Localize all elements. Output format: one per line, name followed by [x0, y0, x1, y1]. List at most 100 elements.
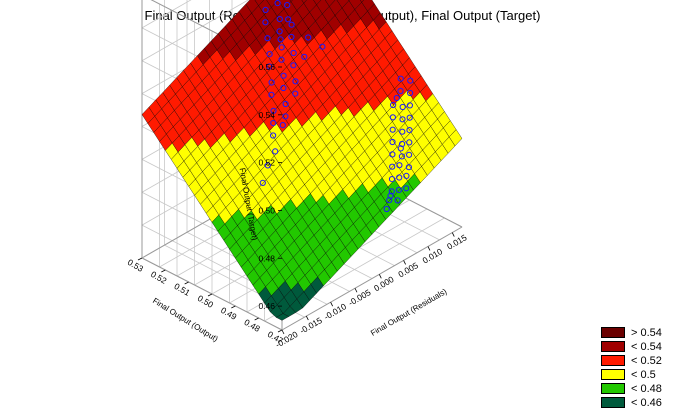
data-point [394, 197, 401, 204]
data-point [389, 114, 396, 121]
data-points [259, 0, 414, 213]
data-point [264, 35, 271, 42]
data-point [397, 75, 404, 82]
data-point [399, 103, 406, 111]
data-point [389, 138, 396, 146]
data-point [389, 151, 396, 158]
data-point [319, 43, 326, 50]
x-tick-label: -0.005 [347, 287, 373, 308]
legend-item: < 0.52 [601, 354, 685, 367]
data-point [276, 28, 283, 35]
data-point [285, 16, 292, 23]
box-edge [281, 226, 463, 331]
x-tick [378, 274, 382, 279]
data-point [292, 78, 299, 85]
data-point [272, 148, 279, 155]
legend-label: < 0.48 [631, 382, 662, 395]
data-point [262, 19, 269, 26]
data-point [301, 53, 308, 60]
data-point [383, 205, 390, 213]
data-point [406, 139, 413, 146]
x-tick [427, 246, 431, 251]
legend-swatch [601, 383, 625, 394]
legend-label: < 0.5 [631, 368, 656, 381]
x-tick [354, 288, 358, 293]
surface-cell [301, 0, 308, 4]
z-tick-label: 0.52 [258, 158, 275, 168]
surface-cell [289, 0, 293, 2]
data-point [280, 72, 287, 79]
data-point [395, 186, 403, 193]
data-point [292, 90, 299, 97]
legend-item: < 0.54 [601, 340, 685, 353]
data-point [396, 162, 403, 169]
y-tick-label: 0.48 [243, 317, 263, 334]
y-tick-label: 0.53 [126, 257, 146, 274]
legend-swatch [601, 397, 625, 408]
legend-item: < 0.46 [601, 396, 685, 409]
data-point [387, 192, 394, 199]
data-point [270, 107, 277, 114]
data-point [393, 94, 400, 102]
y-tick [137, 257, 143, 261]
data-point [278, 56, 285, 63]
legend-label: < 0.52 [631, 354, 662, 367]
data-point [266, 51, 273, 58]
data-point [282, 100, 289, 108]
data-point [397, 87, 404, 95]
y-tick [184, 281, 189, 285]
surface-cell [313, 0, 322, 6]
data-point [274, 0, 281, 7]
legend-swatch [601, 355, 625, 366]
data-point [266, 63, 273, 70]
y-tick [254, 317, 259, 321]
data-point [403, 172, 410, 179]
y-tick [161, 269, 166, 273]
data-point [399, 128, 406, 135]
y-tick [277, 329, 283, 333]
fitted-surface [141, 0, 463, 321]
legend-swatch [601, 327, 625, 338]
data-point [406, 114, 413, 121]
data-point [290, 62, 297, 69]
y-tick-label: 0.52 [149, 269, 169, 286]
legend-label: < 0.46 [631, 396, 662, 409]
data-point [288, 21, 295, 28]
data-point [279, 122, 286, 129]
legend-item: > 0.54 [601, 326, 685, 339]
data-point [270, 132, 277, 139]
z-tick-label: 0.50 [258, 206, 275, 216]
data-point [280, 84, 287, 92]
legend-item: < 0.48 [601, 382, 685, 395]
data-point [406, 102, 413, 109]
z-tick-label: 0.54 [258, 110, 275, 120]
data-point [305, 34, 312, 41]
x-axis-title: Final Output (Residuals) [369, 287, 448, 338]
z-tick-label: 0.56 [258, 62, 275, 72]
data-point [276, 16, 283, 23]
y-tick-label: 0.49 [219, 305, 239, 322]
data-point [259, 179, 266, 186]
legend-label: < 0.54 [631, 340, 662, 353]
legend-swatch [601, 341, 625, 352]
data-point [396, 174, 403, 181]
data-point [277, 36, 284, 43]
legend-swatch [601, 369, 625, 380]
x-tick [451, 232, 455, 237]
data-point [406, 127, 413, 134]
data-point [403, 185, 410, 192]
surface-cell [360, 0, 365, 3]
x-tick [281, 329, 285, 335]
data-point [284, 2, 291, 9]
surface-cell [448, 129, 463, 147]
data-point [268, 91, 275, 98]
data-point [288, 33, 295, 41]
legend: > 0.54 < 0.54 < 0.52 < 0.5 < 0.48 < 0.46 [601, 326, 685, 410]
y-tick [207, 293, 213, 297]
y-tick [231, 305, 236, 309]
data-point [290, 49, 297, 57]
y-tick-label: 0.51 [173, 281, 193, 298]
data-point [397, 145, 404, 152]
x-tick [403, 260, 406, 265]
